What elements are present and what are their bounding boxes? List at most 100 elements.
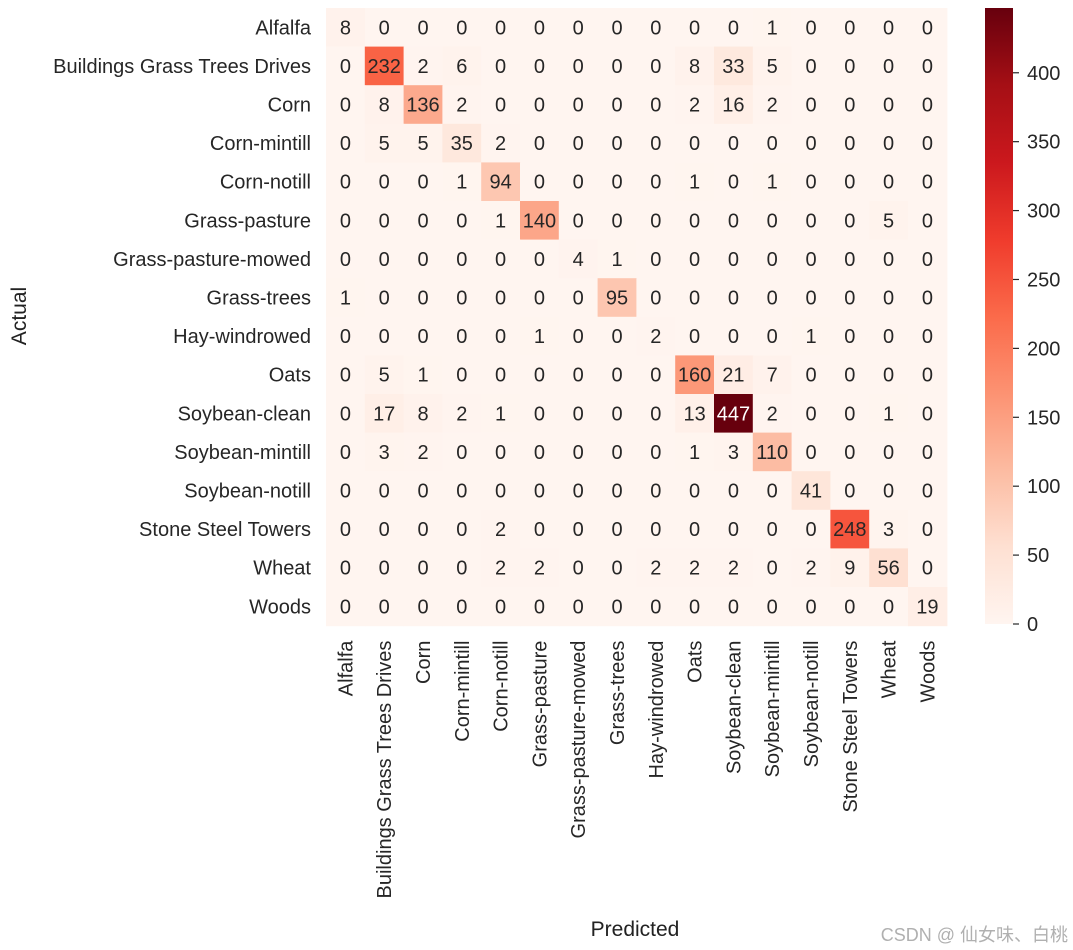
cell-value: 0 [767, 519, 778, 541]
cell-value: 2 [689, 95, 700, 117]
heatmap-cell [442, 471, 482, 511]
heatmap-cell [752, 239, 793, 279]
heatmap-cell [830, 355, 870, 395]
cell-value: 0 [611, 95, 622, 117]
heatmap-cell [830, 278, 870, 318]
heatmap-cell [326, 355, 366, 395]
cell-value: 0 [379, 17, 390, 39]
cell-value: 21 [722, 365, 744, 387]
heatmap-cell [869, 201, 909, 241]
cell-value: 0 [379, 326, 390, 348]
cell-value: 9 [844, 558, 855, 580]
heatmap-cell [326, 548, 366, 588]
cell-value: 0 [767, 133, 778, 155]
cell-value: 0 [611, 326, 622, 348]
heatmap-cell [636, 278, 676, 318]
heatmap-cell [442, 8, 482, 48]
heatmap-cell [520, 85, 560, 125]
cell-value: 0 [883, 442, 894, 464]
cell-value: 0 [728, 596, 739, 618]
cell-value: 0 [456, 288, 467, 310]
heatmap-cell [830, 123, 870, 163]
cell-value: 0 [534, 249, 545, 271]
heatmap-cell [830, 162, 870, 202]
heatmap-cell [326, 201, 366, 241]
cell-value: 1 [495, 210, 506, 232]
cell-value: 0 [883, 56, 894, 78]
x-tick-label: Corn-mintill [452, 641, 474, 742]
cell-value: 232 [368, 56, 401, 78]
heatmap-cell [364, 8, 405, 48]
heatmap-cell [636, 509, 676, 549]
cell-value: 0 [844, 403, 855, 425]
cell-value: 0 [611, 133, 622, 155]
cell-value: 0 [340, 249, 351, 271]
cell-value: 0 [650, 210, 661, 232]
cell-value: 2 [456, 403, 467, 425]
cell-value: 1 [767, 172, 778, 194]
heatmap-cell [403, 201, 443, 241]
cell-value: 0 [534, 596, 545, 618]
heatmap-cell [520, 162, 560, 202]
heatmap-cell [520, 509, 560, 549]
heatmap-cell [752, 432, 793, 472]
cell-value: 0 [805, 596, 816, 618]
cell-value: 0 [883, 249, 894, 271]
heatmap-cell [442, 201, 482, 241]
cell-value: 8 [340, 17, 351, 39]
heatmap-cell [791, 394, 831, 434]
cell-value: 0 [340, 442, 351, 464]
colorbar-tick-label: 250 [1027, 269, 1060, 291]
y-tick-labels: Alfalfa Buildings Grass Trees Drives Corn C… [53, 17, 312, 618]
x-axis-title: Predicted [591, 918, 680, 941]
heatmap-cell [364, 85, 405, 125]
cell-value: 33 [722, 56, 744, 78]
cell-value: 0 [767, 558, 778, 580]
heatmap-cell [675, 355, 715, 395]
heatmap-cell [481, 46, 521, 86]
cell-value: 0 [417, 17, 428, 39]
heatmap-cell [908, 8, 948, 48]
colorbar-tick-label: 0 [1027, 614, 1038, 636]
heatmap-cell [597, 8, 637, 48]
cell-value: 0 [495, 249, 506, 271]
heatmap-cell [597, 123, 637, 163]
heatmap-cell [908, 201, 948, 241]
cell-value: 110 [756, 442, 788, 464]
cell-value: 0 [495, 442, 506, 464]
cell-value: 0 [534, 481, 545, 503]
heatmap-cell [752, 509, 793, 549]
cell-value: 8 [379, 95, 390, 117]
heatmap-cell [830, 394, 870, 434]
heatmap-cell [908, 123, 948, 163]
cell-value: 0 [611, 403, 622, 425]
heatmap-cell [908, 46, 948, 86]
cell-value: 0 [728, 481, 739, 503]
cell-value: 5 [379, 133, 390, 155]
cell-value: 3 [728, 442, 739, 464]
heatmap-cell [752, 278, 793, 318]
cell-value: 0 [340, 558, 351, 580]
heatmap-cell [791, 85, 831, 125]
cell-value: 0 [767, 210, 778, 232]
cell-value: 0 [805, 95, 816, 117]
cell-value: 0 [456, 365, 467, 387]
heatmap-cell [481, 201, 521, 241]
heatmap-cell [558, 355, 599, 395]
x-tick-label: Woods [917, 641, 939, 703]
cell-value: 1 [417, 365, 428, 387]
heatmap-cell [364, 355, 405, 395]
heatmap-cell [869, 239, 909, 279]
cell-value: 56 [877, 558, 899, 580]
heatmap-cell [364, 123, 405, 163]
cell-value: 8 [689, 56, 700, 78]
cell-value: 0 [417, 481, 428, 503]
y-tick-label: Wheat [253, 558, 311, 580]
heatmap-cell [558, 432, 599, 472]
cell-value: 17 [373, 403, 395, 425]
cell-value: 2 [495, 519, 506, 541]
heatmap-cell [403, 316, 443, 356]
heatmap-cell [597, 432, 637, 472]
x-tick-label: Alfalfa [335, 640, 357, 696]
cell-value: 2 [767, 403, 778, 425]
